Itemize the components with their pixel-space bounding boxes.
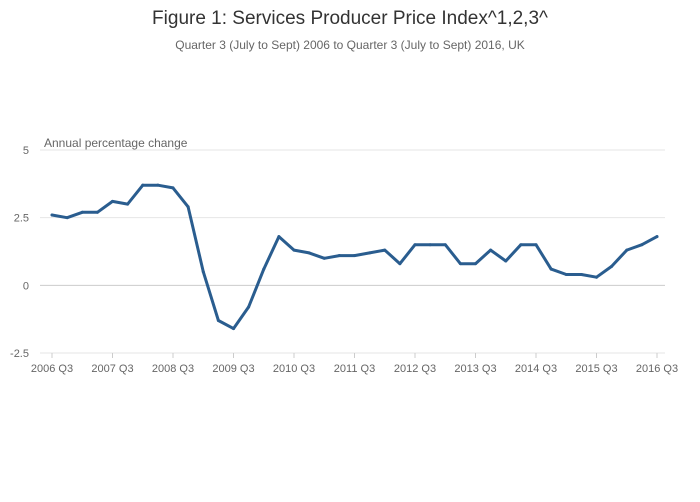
x-tick-label: 2012 Q3 [394,363,436,375]
data-point [307,251,311,255]
data-point [337,254,341,258]
data-point [50,213,54,217]
data-point [564,273,568,277]
data-point [322,256,326,260]
x-tick-label: 2009 Q3 [212,363,254,375]
y-tick-label: 5 [23,145,29,157]
data-point [610,264,614,268]
x-tick-label: 2013 Q3 [454,363,496,375]
data-point [640,243,644,247]
data-point [458,262,462,266]
x-tick-label: 2016 Q3 [636,363,678,375]
data-point [111,199,114,203]
data-point [443,243,447,247]
gridlines [40,149,665,354]
data-point [232,327,235,331]
data-point [595,275,598,279]
x-tick-label: 2006 Q3 [31,363,73,375]
data-point [625,248,629,252]
data-point [95,210,99,214]
chart-title: Figure 1: Services Producer Price Index^… [152,8,548,29]
data-point [579,273,583,277]
y-axis-label: Annual percentage change [44,136,188,150]
data-point [277,235,281,239]
data-point [292,248,296,252]
y-tick-label: 0 [23,280,29,292]
series-group [50,183,659,331]
data-point [247,305,251,309]
y-tick-label: -2.5 [10,348,29,360]
x-tick-label: 2014 Q3 [515,363,557,375]
y-axis-ticks: 5 2.5 0 -2.5 [10,145,29,360]
x-tick-label: 2010 Q3 [273,363,315,375]
data-point [353,254,356,258]
data-point [126,202,130,206]
data-point [186,205,190,209]
data-point [428,243,432,247]
x-tick-label: 2008 Q3 [152,363,194,375]
data-point [141,183,145,187]
data-point [549,267,553,271]
data-point [368,251,372,255]
data-point [398,262,402,266]
data-point [216,319,220,323]
chart-subtitle: Quarter 3 (July to Sept) 2006 to Quarter… [175,38,525,52]
data-point [519,243,523,247]
x-tick-label: 2015 Q3 [575,363,617,375]
data-point [383,248,387,252]
data-point [262,267,266,271]
data-point [156,183,160,187]
x-tick-label: 2011 Q3 [334,363,375,375]
data-point [413,243,417,247]
data-point [504,259,508,263]
data-point [474,262,477,266]
data-point [489,248,493,252]
x-axis-ticks: 2006 Q3 2007 Q3 2008 Q3 2009 Q3 2010 Q3 2011 … [31,353,678,375]
x-tick-label: 2007 Q3 [91,363,133,375]
data-point [655,235,659,239]
data-point [80,210,84,214]
data-point [201,270,205,274]
data-point [171,186,175,190]
data-point [65,216,69,220]
y-tick-label: 2.5 [14,213,29,225]
data-point [534,243,538,247]
